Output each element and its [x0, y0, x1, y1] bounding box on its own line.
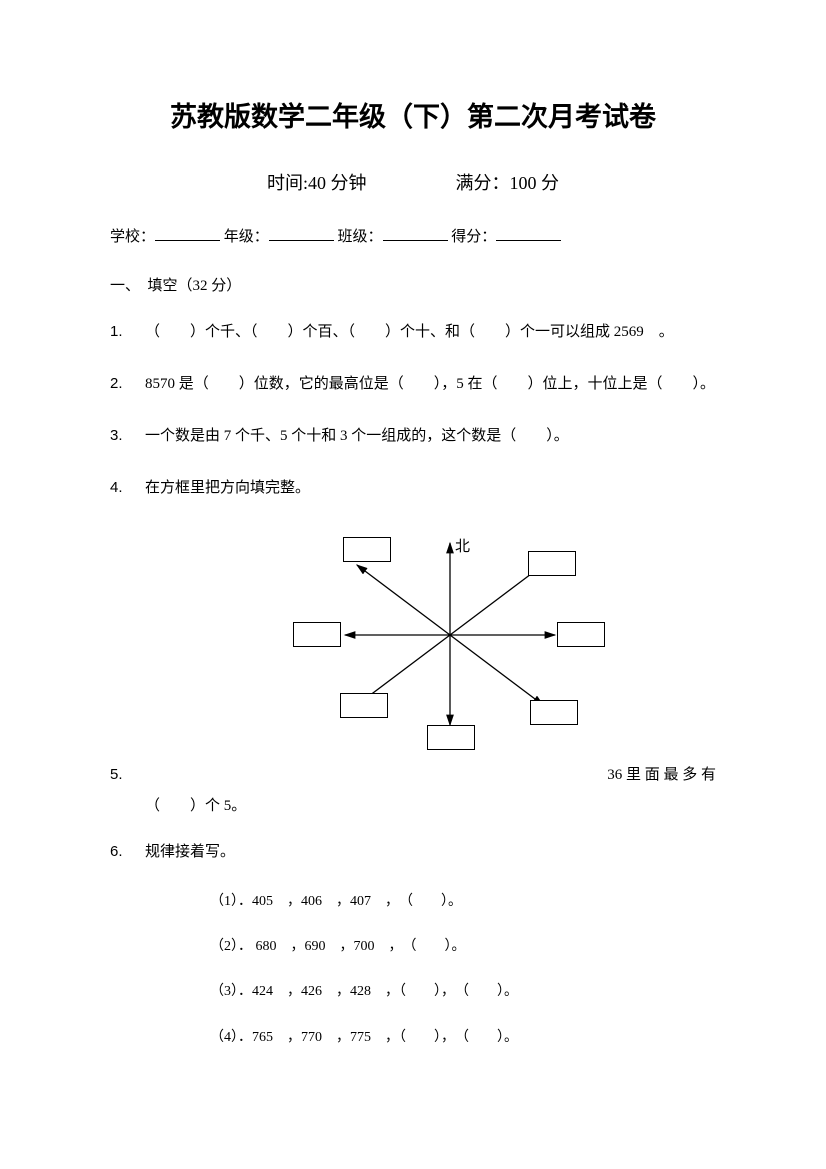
seq-4: （4）．765 ，770 ，775 ，（ ）， （ ）。: [110, 1025, 716, 1050]
seq-2: （2）． 680 ，690 ，700 ， （ ）。: [110, 934, 716, 959]
q5-num: 5.: [110, 760, 140, 790]
q2-text: 8570 是（ ）位数，它的最高位是（ ），5 在（ ）位上，十位上是（ ）。: [145, 369, 716, 399]
compass-box-e: [557, 622, 605, 647]
compass-box-sw: [340, 693, 388, 718]
q1-text: （ ）个千、（ ）个百、（ ）个十、和（ ）个一可以组成 2569 。: [145, 317, 716, 347]
page-title: 苏教版数学二年级（下）第二次月考试卷: [110, 95, 716, 134]
section-1-header: 一、 填空（32 分）: [110, 274, 716, 295]
question-6: 6. 规律接着写。: [110, 837, 716, 867]
class-blank: [383, 225, 448, 241]
compass-diagram: 北: [255, 525, 645, 760]
q6-num: 6.: [110, 837, 145, 867]
grade-blank: [269, 225, 334, 241]
school-label: 学校：: [110, 229, 155, 245]
question-5: 5. 36 里 面 最 多 有: [110, 760, 716, 790]
q3-text: 一个数是由 7 个千、5 个十和 3 个一组成的，这个数是（ ）。: [145, 421, 716, 451]
q5-right: 36 里 面 最 多 有: [607, 760, 716, 790]
compass-box-w: [293, 622, 341, 647]
compass-box-nw: [343, 537, 391, 562]
question-2: 2. 8570 是（ ）位数，它的最高位是（ ），5 在（ ）位上，十位上是（ …: [110, 369, 716, 399]
school-blank: [155, 225, 220, 241]
seq-1: （1）．405 ，406 ，407 ， （ ）。: [110, 889, 716, 914]
q1-num: 1.: [110, 317, 145, 347]
score-label: 得分：: [451, 229, 496, 245]
seq-3: （3）．424 ，426 ，428 ，（ ）， （ ）。: [110, 979, 716, 1004]
q3-num: 3.: [110, 421, 145, 451]
question-3: 3. 一个数是由 7 个千、5 个十和 3 个一组成的，这个数是（ ）。: [110, 421, 716, 451]
q2-num: 2.: [110, 369, 145, 399]
question-4: 4. 在方框里把方向填完整。: [110, 473, 716, 503]
info-row: 学校： 年级： 班级： 得分：: [110, 225, 716, 246]
compass-box-se: [530, 700, 578, 725]
score-blank: [496, 225, 561, 241]
compass-box-ne: [528, 551, 576, 576]
q4-num: 4.: [110, 473, 145, 503]
question-1: 1. （ ）个千、（ ）个百、（ ）个十、和（ ）个一可以组成 2569 。: [110, 317, 716, 347]
meta-row: 时间:40 分钟 满分：100 分: [110, 169, 716, 195]
grade-label: 年级：: [224, 229, 269, 245]
q4-text: 在方框里把方向填完整。: [145, 473, 716, 503]
time-label: 时间:40 分钟: [267, 173, 367, 193]
q5-tail: （ ）个 5。: [110, 794, 716, 815]
q6-text: 规律接着写。: [145, 837, 716, 867]
fullscore-label: 满分：100 分: [456, 173, 560, 193]
north-label: 北: [455, 535, 470, 556]
class-label: 班级：: [338, 229, 383, 245]
compass-box-s: [427, 725, 475, 750]
